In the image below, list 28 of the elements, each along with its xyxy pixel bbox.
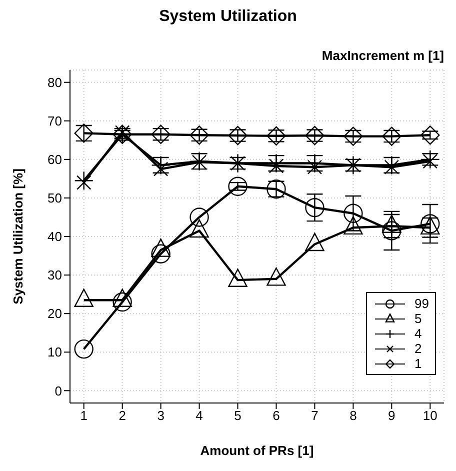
x-tick-label: 5 <box>234 408 242 424</box>
y-axis-title: System Utilization [%] <box>10 168 26 304</box>
x-tick-label: 10 <box>422 408 438 424</box>
legend-label: 4 <box>414 326 422 341</box>
legend-label: 5 <box>414 311 422 326</box>
y-tick-label: 10 <box>48 344 62 360</box>
legend-title: MaxIncrement m [1] <box>322 48 444 63</box>
y-tick-label: 70 <box>48 113 62 128</box>
y-tick-label: 60 <box>48 152 62 168</box>
x-tick-label: 3 <box>157 408 164 424</box>
legend-label: 1 <box>414 356 422 371</box>
y-tick-label: 40 <box>48 229 62 244</box>
x-tick-label: 9 <box>388 408 396 424</box>
x-tick-label: 8 <box>350 408 357 424</box>
x-tick-label: 7 <box>311 408 318 424</box>
y-tick-label: 20 <box>48 306 62 322</box>
x-tick-label: 4 <box>196 408 203 424</box>
legend-label: 2 <box>414 341 422 356</box>
y-tick-label: 80 <box>48 74 62 90</box>
y-tick-label: 30 <box>48 268 62 283</box>
y-tick-label: 50 <box>48 190 62 206</box>
x-tick-label: 6 <box>272 408 280 424</box>
chart-title: System Utilization <box>158 8 298 26</box>
x-tick-label: 1 <box>80 408 88 424</box>
x-tick-label: 2 <box>118 408 126 424</box>
x-axis-title: Amount of PRs [1] <box>200 443 314 458</box>
y-tick-label: 0 <box>54 383 62 398</box>
legend-label: 99 <box>414 296 429 311</box>
